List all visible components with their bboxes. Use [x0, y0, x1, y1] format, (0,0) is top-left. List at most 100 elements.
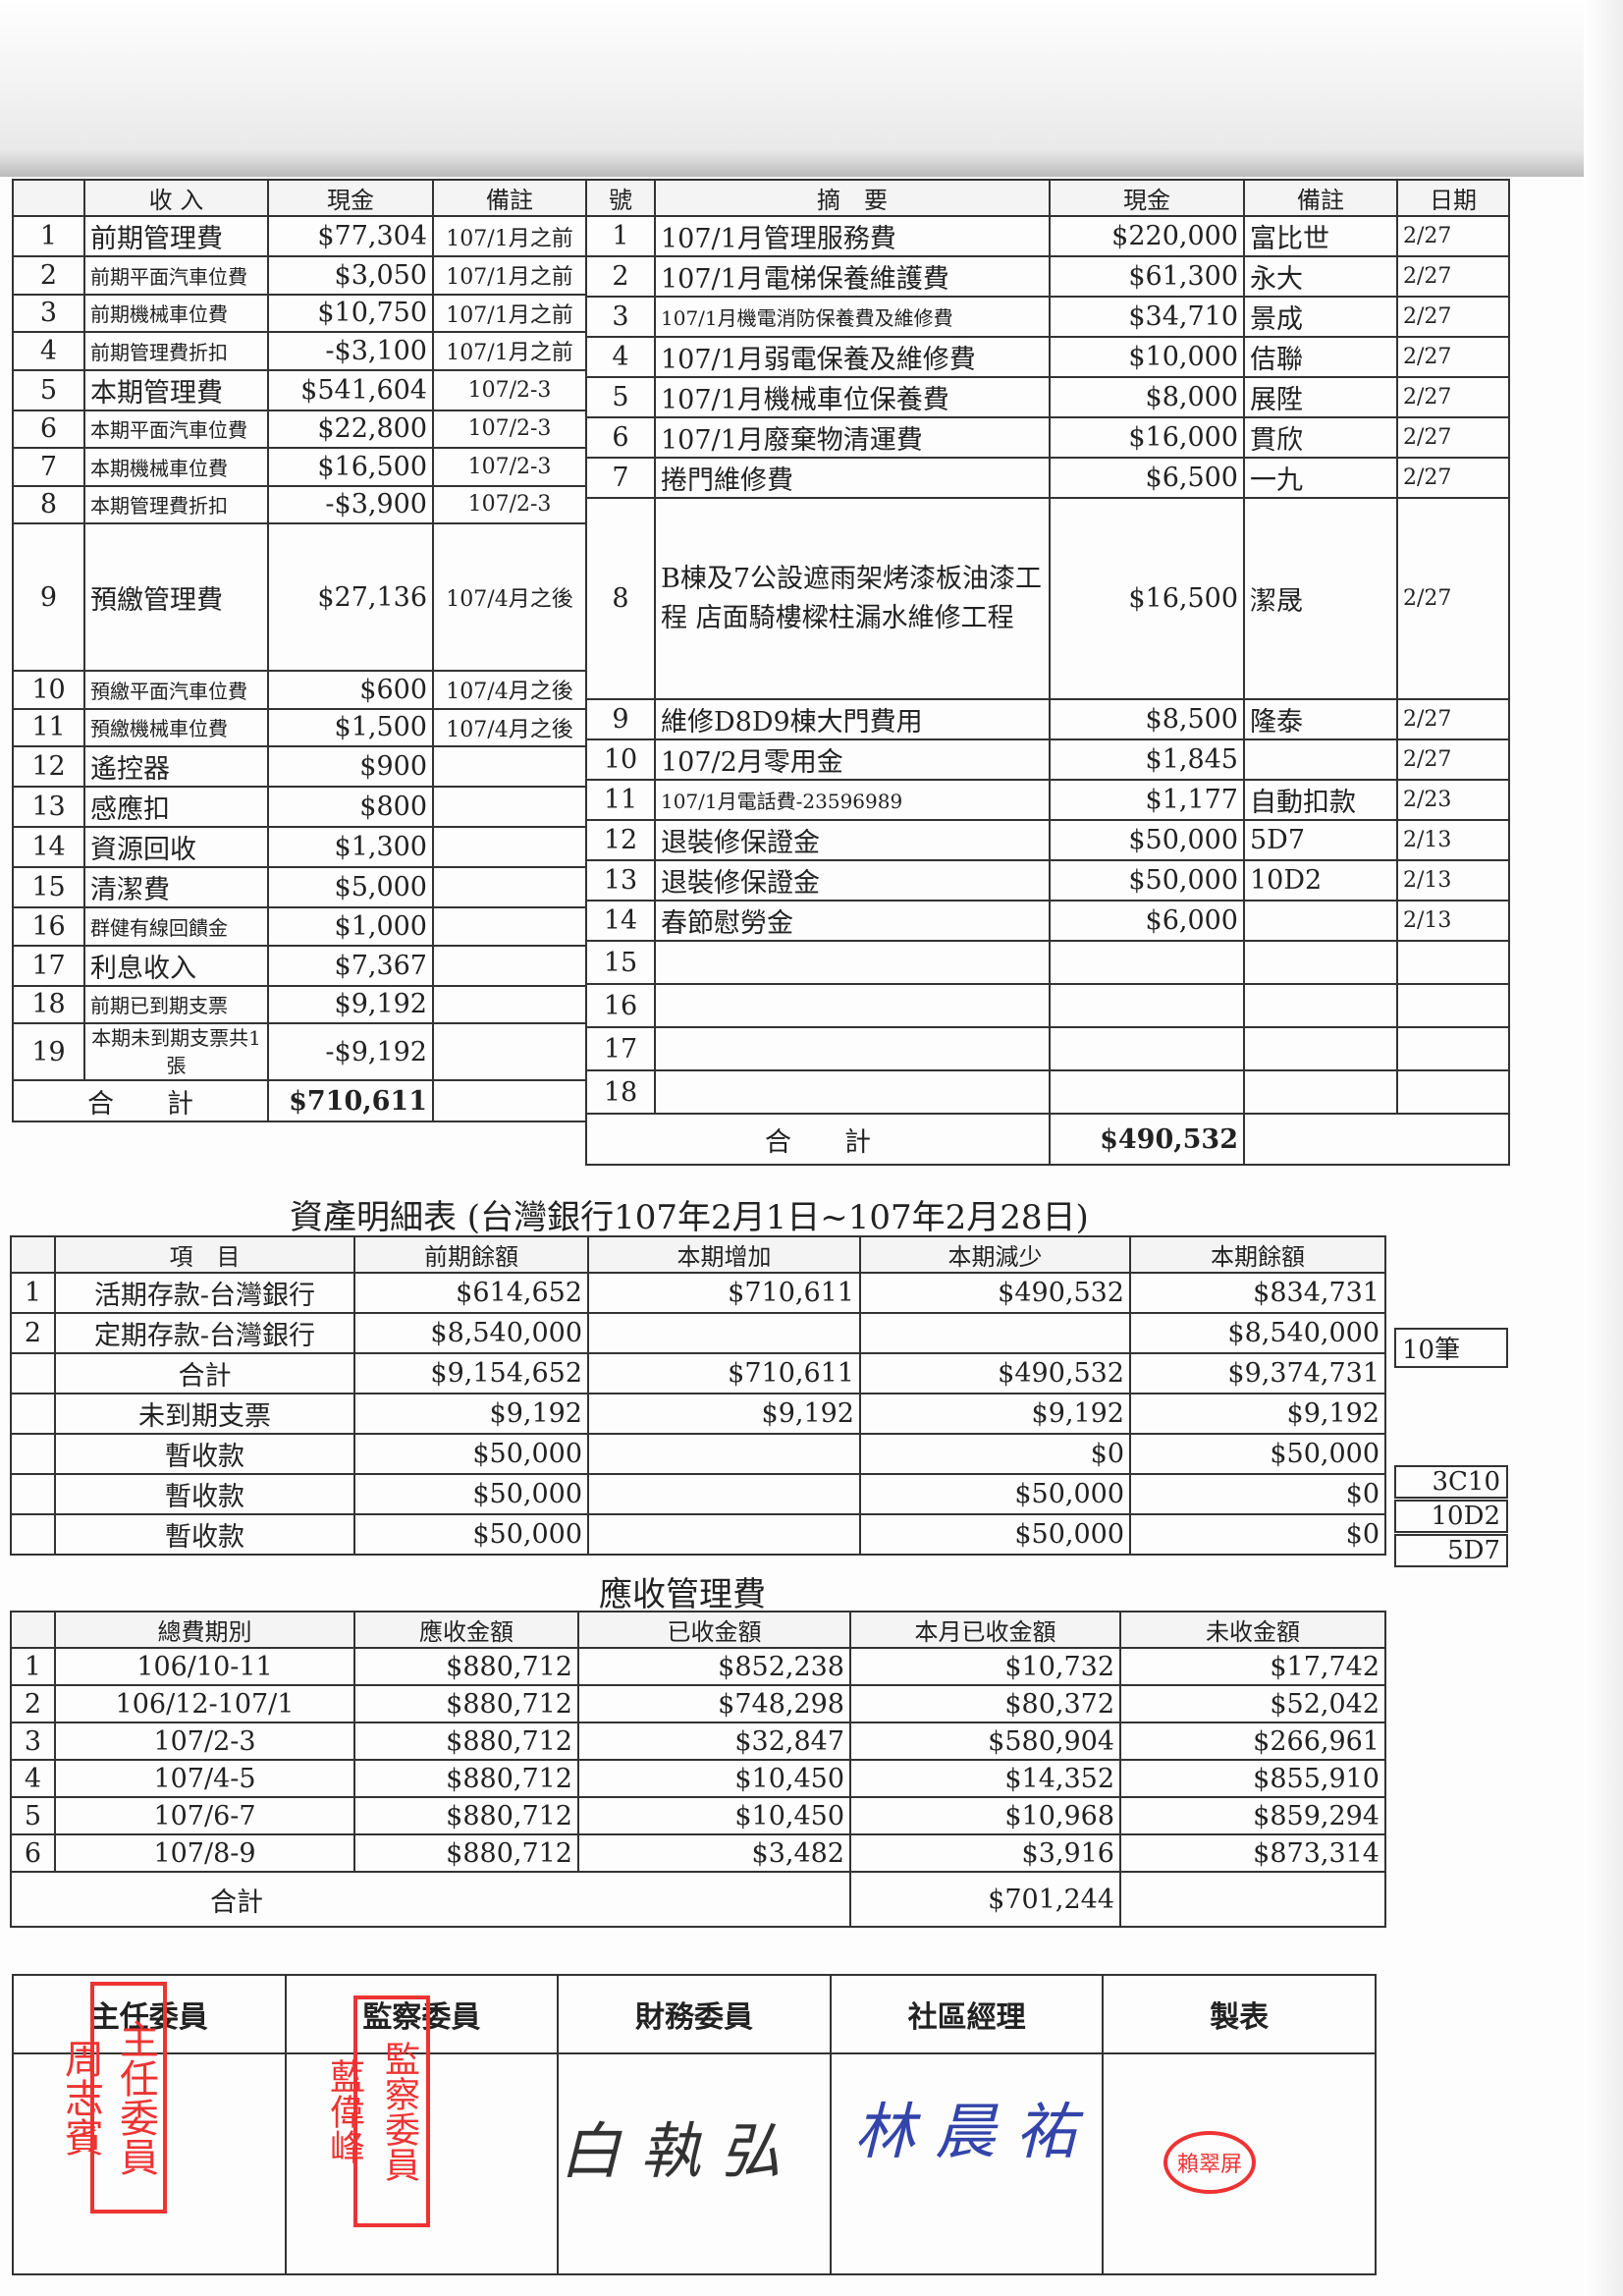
increase: [587, 1312, 861, 1354]
signature-role: 製表: [1102, 1974, 1377, 2054]
outstanding-amount: $873,314: [1119, 1833, 1386, 1873]
table-row: 2 前期平面汽車位費 $3,050 107/1月之前: [12, 255, 587, 296]
side-note: 10筆: [1394, 1328, 1508, 1368]
item-name: 前期已到期支票: [83, 984, 269, 1024]
summary: [654, 1026, 1051, 1071]
amount: $1,300: [267, 826, 434, 868]
amount: $600: [267, 670, 434, 710]
table-row: 5 107/1月機械車位保養費 $8,000 展陞 2/27: [585, 376, 1510, 418]
table-row: 6 107/8-9 $880,712 $3,482 $3,916 $873,314: [10, 1833, 1386, 1873]
billing-period: 107/8-9: [54, 1833, 355, 1873]
summary: 107/1月管理服務費: [654, 215, 1051, 257]
remark: 一九: [1243, 457, 1398, 499]
empty-cell: [432, 1079, 587, 1122]
column-header: 摘 要: [654, 179, 1051, 217]
total-row: 合計 $701,244: [10, 1871, 1386, 1928]
table-row: 3 107/2-3 $880,712 $32,847 $580,904 $266,961: [10, 1722, 1386, 1761]
balance: $50,000: [1129, 1433, 1386, 1475]
increase: [587, 1513, 861, 1556]
item-name: 遙控器: [83, 745, 269, 788]
amount: $77,304: [267, 215, 434, 257]
column-header: 備註: [432, 179, 587, 217]
row-number: 8: [12, 484, 85, 524]
empty-cell: [1119, 1871, 1386, 1928]
row-number: 16: [585, 983, 656, 1028]
table-row: 7 本期機械車位費 $16,500 107/2-3: [12, 447, 587, 487]
cash: $8,500: [1049, 698, 1245, 740]
item-name: 定期存款-台灣銀行: [54, 1312, 355, 1354]
row-number: 2: [10, 1312, 56, 1354]
amount: $3,050: [267, 255, 434, 296]
table-row: 2 107/1月電梯保養維護費 $61,300 永大 2/27: [585, 255, 1510, 298]
remark: 隆泰: [1243, 698, 1398, 740]
received-amount: $10,450: [577, 1796, 851, 1835]
row-number: 5: [585, 376, 656, 418]
row-number: 9: [12, 522, 85, 672]
date: 2/27: [1396, 497, 1510, 700]
item-name: 預繳機械車位費: [83, 707, 269, 747]
remark: 107/1月之前: [432, 331, 587, 371]
signature-role: 監察委員: [284, 1974, 560, 2054]
table-row: 14 春節慰勞金 $6,000 2/13: [585, 900, 1510, 942]
row-number: 11: [12, 707, 85, 747]
summary: B棟及7公設遮雨架烤漆板油漆工程 店面騎樓樑柱漏水維修工程: [654, 497, 1051, 700]
item-name: 本期管理費折扣: [83, 484, 269, 524]
receivable-amount: $880,712: [353, 1684, 579, 1723]
summary: 春節慰勞金: [654, 900, 1051, 942]
column-header: 號: [585, 179, 656, 217]
row-number: 3: [12, 293, 85, 333]
signature-role: 財務委員: [557, 1974, 832, 2054]
remark: 107/2-3: [432, 368, 587, 411]
row-number: 14: [585, 900, 656, 942]
cash: $34,710: [1049, 296, 1245, 338]
column-header: 備註: [1243, 179, 1398, 217]
item-name: 本期管理費: [83, 368, 269, 411]
column-header: [12, 179, 85, 217]
table-row: 合計 $9,154,652 $710,611 $490,532 $9,374,731: [10, 1352, 1386, 1394]
table-row: 1 106/10-11 $880,712 $852,238 $10,732 $17,742: [10, 1647, 1386, 1686]
cash: $8,000: [1049, 376, 1245, 418]
row-number: 7: [585, 457, 656, 499]
date: 2/27: [1396, 336, 1510, 378]
table-row: 15: [585, 940, 1510, 985]
item-name: 合計: [54, 1352, 355, 1394]
outstanding-amount: $859,294: [1119, 1796, 1386, 1835]
summary: 退裝修保證金: [654, 859, 1051, 902]
item-name: 暫收款: [54, 1513, 355, 1556]
receivable-amount: $880,712: [353, 1796, 579, 1835]
column-header: 現金: [267, 179, 434, 217]
table-row: 12 退裝修保證金 $50,000 5D7 2/13: [585, 819, 1510, 861]
table-row: 8 本期管理費折扣 -$3,900 107/2-3: [12, 484, 587, 524]
table-row: 10 預繳平面汽車位費 $600 107/4月之後: [12, 670, 587, 710]
remark: [1243, 1069, 1398, 1115]
table-row: 7 捲門維修費 $6,500 一九 2/27: [585, 457, 1510, 499]
signature-role: 主任委員: [12, 1974, 287, 2054]
received-this-month: $14,352: [849, 1759, 1121, 1798]
column-header: 本期餘額: [1129, 1235, 1386, 1274]
row-number: 8: [585, 497, 656, 700]
amount: $22,800: [267, 409, 434, 449]
column-header: 日期: [1396, 179, 1510, 217]
remark: 107/4月之後: [432, 707, 587, 747]
remark: [432, 786, 587, 828]
row-number: 4: [585, 336, 656, 378]
row-number: 1: [585, 215, 656, 257]
table-row: 4 107/4-5 $880,712 $10,450 $14,352 $855,910: [10, 1759, 1386, 1798]
row-number: 3: [10, 1722, 56, 1761]
increase: $710,611: [587, 1352, 861, 1394]
amount: $27,136: [267, 522, 434, 672]
received-this-month: $580,904: [849, 1722, 1121, 1761]
row-number: 2: [10, 1684, 56, 1723]
column-header: 本期增加: [587, 1235, 861, 1274]
decrease: $490,532: [859, 1272, 1131, 1314]
received-this-month: $10,968: [849, 1796, 1121, 1835]
remark: [1243, 1026, 1398, 1071]
item-name: 群健有線回饋金: [83, 906, 269, 947]
previous-balance: $9,154,652: [353, 1352, 589, 1394]
remark: [432, 826, 587, 868]
cash: $50,000: [1049, 859, 1245, 902]
row-number: 1: [10, 1647, 56, 1686]
chair-stamp: 主任委員 周志賓: [58, 1982, 167, 2214]
remark: 永大: [1243, 255, 1398, 298]
row-number: 1: [10, 1272, 56, 1314]
